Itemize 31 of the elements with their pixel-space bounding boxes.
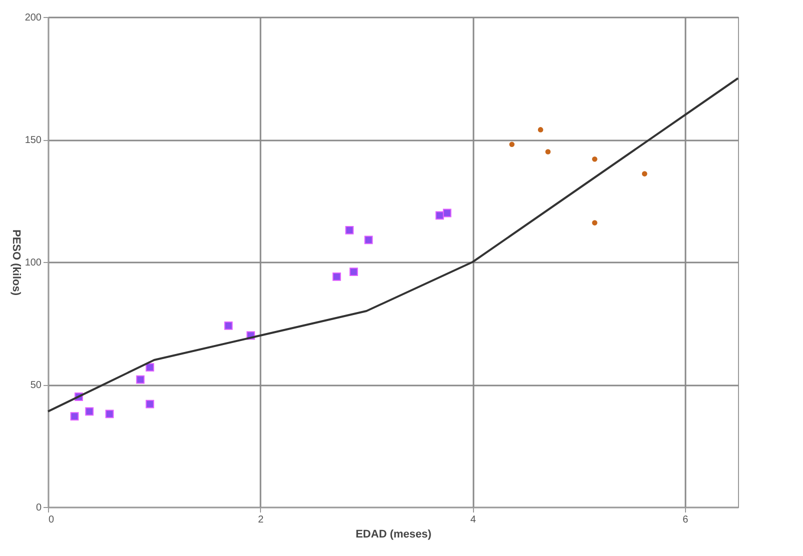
y-tick-label: 50 [30,380,42,391]
y-tick-label: 100 [24,258,42,268]
point [70,412,79,421]
point [538,127,544,132]
point [642,171,648,176]
x-tick-label: 2 [258,514,264,526]
y-axis-title: PESO (kilos) [10,229,22,296]
line-series [47,77,739,412]
point [85,407,94,416]
point [592,220,598,226]
x-tick-label: 4 [470,514,476,526]
point [509,142,515,148]
point [332,272,341,281]
point [592,156,598,162]
x-tick-label: 6 [682,514,689,526]
point [545,149,551,154]
point [146,400,154,408]
x-tick-label: 0 [48,514,54,526]
y-tick-label: 0 [36,502,42,514]
point [146,363,154,372]
point [345,226,354,234]
point [436,211,444,220]
point [364,236,373,244]
point [442,208,452,218]
point [105,410,114,418]
y-tick-label: 200 [24,12,42,24]
x-axis-title: EDAD (meses) [356,528,432,540]
point [350,268,358,276]
point [136,375,145,384]
y-tick-label: 150 [24,135,42,146]
point [224,321,233,330]
